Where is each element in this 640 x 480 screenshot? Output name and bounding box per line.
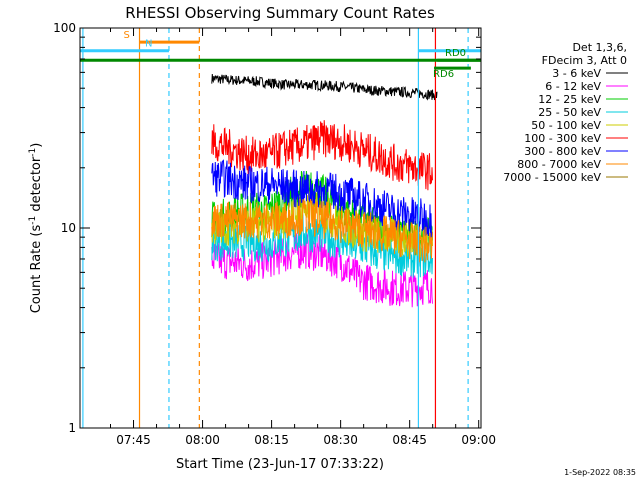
flag-label-4: RD0	[445, 48, 466, 59]
flag-label-1: N	[145, 39, 152, 50]
legend-label-8: 7000 - 15000 keV	[503, 171, 601, 184]
legend-label-5: 100 - 300 keV	[524, 132, 601, 145]
plot-area: S N RD0 RD6	[80, 28, 481, 428]
series-line-7	[211, 198, 433, 263]
legend-label-0: 3 - 6 keV	[552, 67, 601, 80]
y-tick-label-2: 100	[53, 21, 76, 35]
x-tick-label-1: 08:00	[185, 433, 220, 447]
y-tick-label-1: 10	[61, 221, 76, 235]
x-tick-label-2: 08:15	[254, 433, 289, 447]
series-line-3	[211, 214, 433, 278]
series-line-0	[211, 73, 438, 101]
flag-label-5: RD6	[433, 69, 454, 80]
chart-title: RHESSI Observing Summary Count Rates	[125, 4, 435, 22]
legend-label-1: 6 - 12 keV	[545, 80, 601, 93]
y-tick-label-0: 1	[68, 421, 76, 435]
flag-label-0: S	[124, 30, 130, 41]
y-axis-label-sup2: -1	[28, 148, 38, 157]
legend-header-0: Det 1,3,6,	[572, 41, 627, 54]
legend-label-2: 12 - 25 keV	[538, 93, 601, 106]
x-tick-label-3: 08:30	[323, 433, 358, 447]
legend-label-3: 25 - 50 keV	[538, 106, 601, 119]
series-line-6	[211, 159, 433, 239]
y-axis-label-sup1: -1	[28, 216, 38, 225]
legend-label-7: 800 - 7000 keV	[517, 158, 601, 171]
y-axis-label-main: Count Rate (s	[29, 225, 44, 314]
series-line-1	[211, 232, 433, 308]
x-axis-label: Start Time (23-Jun-17 07:33:22)	[176, 457, 384, 472]
y-axis-label-end: )	[29, 143, 44, 148]
axes: 07:45 08:00 08:15 08:30 08:45 09:00 1 10 100	[53, 21, 496, 447]
legend-label-4: 50 - 100 keV	[531, 119, 601, 132]
legend-label-6: 300 - 800 keV	[524, 145, 601, 158]
x-tick-label-0: 07:45	[116, 433, 151, 447]
series-line-5	[211, 120, 433, 191]
y-axis-label: Count Rate (s-1 detector-1)	[28, 143, 44, 314]
y-axis-label-mid: detector	[29, 156, 44, 216]
legend-header-1: FDecim 3, Att 0	[542, 54, 627, 67]
timestamp: 1-Sep-2022 08:35	[564, 468, 636, 477]
x-tick-label-5: 09:00	[461, 433, 496, 447]
x-tick-label-4: 08:45	[392, 433, 427, 447]
